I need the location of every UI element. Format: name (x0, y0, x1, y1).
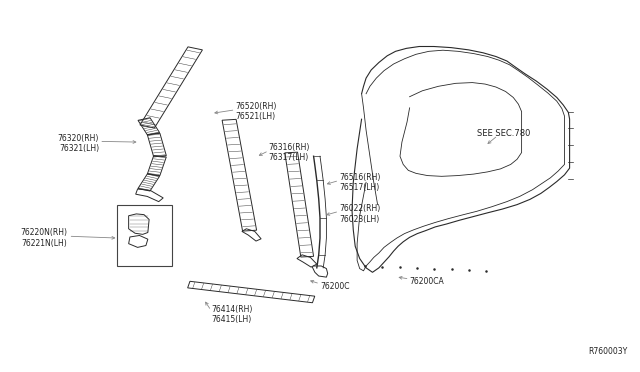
Text: 76316(RH)
76317(LH): 76316(RH) 76317(LH) (269, 143, 310, 162)
Text: 76200C: 76200C (320, 282, 349, 291)
Text: 76414(RH)
76415(LH): 76414(RH) 76415(LH) (211, 305, 253, 324)
Text: 76200CA: 76200CA (410, 278, 444, 286)
Text: R760003Y: R760003Y (588, 347, 627, 356)
Text: SEE SEC.780: SEE SEC.780 (477, 129, 530, 138)
Text: 76520(RH)
76521(LH): 76520(RH) 76521(LH) (236, 102, 277, 121)
Text: 76516(RH)
76517(LH): 76516(RH) 76517(LH) (339, 173, 381, 192)
Bar (117, 205, 172, 266)
Text: 76320(RH)
76321(LH): 76320(RH) 76321(LH) (58, 134, 99, 153)
Text: 76022(RH)
76023(LH): 76022(RH) 76023(LH) (339, 204, 380, 224)
Text: 76220N(RH)
76221N(LH): 76220N(RH) 76221N(LH) (20, 228, 67, 248)
